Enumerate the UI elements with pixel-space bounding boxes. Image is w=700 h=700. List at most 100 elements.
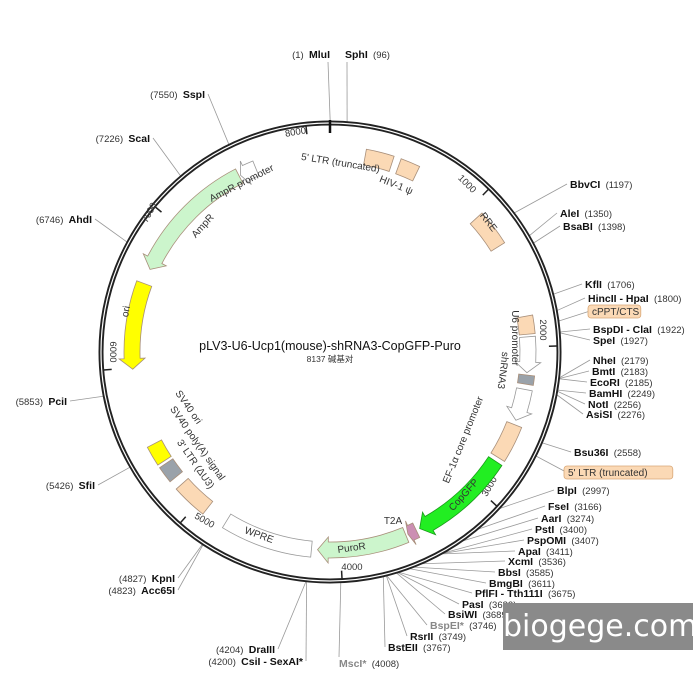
enzyme-name: Acc65I — [141, 585, 175, 597]
enzyme-site-pcii[interactable]: (5853) PciI — [16, 396, 68, 408]
enzyme-site-msci[interactable]: MscI* (4008) — [339, 658, 399, 670]
enzyme-leader-line — [557, 297, 586, 311]
feature-ef-1-core-promoter[interactable] — [505, 387, 533, 421]
feature-sv40-ori[interactable] — [159, 458, 184, 483]
feature-u6-promoter[interactable] — [513, 335, 542, 374]
enzyme-site-fsei[interactable]: FseI (3166) — [548, 501, 602, 513]
enzyme-position: (3585) — [526, 568, 553, 579]
enzyme-name: KpnI — [152, 573, 175, 585]
feature-5-ltr-truncated[interactable] — [490, 421, 523, 463]
enzyme-site-acc65i[interactable]: (4823) Acc65I — [108, 585, 175, 597]
enzyme-position: (3407) — [571, 536, 598, 547]
enzyme-site-apai[interactable]: ApaI (3411) — [518, 546, 573, 558]
enzyme-leader-line — [542, 442, 572, 453]
enzyme-leader-line — [97, 466, 131, 486]
enzyme-site-bspei[interactable]: BspEI* (3746) — [430, 620, 497, 632]
enzyme-site-blpi[interactable]: BlpI (2997) — [557, 485, 610, 497]
enzyme-name: PstI — [535, 524, 554, 536]
enzyme-site-bamhi[interactable]: BamHI (2249) — [589, 388, 655, 400]
enzyme-leader-line — [305, 581, 307, 662]
feature-ampr[interactable] — [142, 168, 244, 270]
feature-copgfp[interactable] — [419, 456, 503, 536]
tick-mark — [179, 516, 187, 524]
enzyme-site-aari[interactable]: AarI (3274) — [541, 513, 594, 525]
enzyme-site-alei[interactable]: AleI (1350) — [560, 208, 612, 220]
enzyme-leader-line — [462, 517, 539, 542]
feature-rre[interactable] — [469, 212, 506, 252]
tick-mark — [490, 500, 498, 507]
enzyme-name: BspDI - ClaI — [593, 324, 652, 336]
enzyme-name: MscI* — [339, 658, 367, 670]
enzyme-leader-line — [152, 137, 181, 177]
feature-ori[interactable] — [117, 280, 153, 370]
enzyme-name: BbvCI — [570, 179, 600, 191]
feature-puror[interactable] — [317, 527, 410, 565]
enzyme-labels: (1) MluI SphI (96) BbvCI (1197) AleI (1350)… — [16, 49, 685, 670]
enzyme-name: BbsI — [498, 567, 521, 579]
enzyme-site-ecori[interactable]: EcoRI (2185) — [590, 377, 653, 389]
enzyme-position: (1350) — [585, 209, 612, 220]
enzyme-site-spei[interactable]: SpeI (1927) — [593, 335, 648, 347]
tick-label: 2000 — [537, 319, 548, 340]
enzyme-name: SspI — [183, 89, 205, 101]
feature-5-ltr-truncated[interactable] — [363, 148, 395, 172]
enzyme-site-asisi[interactable]: AsiSI (2276) — [586, 409, 645, 421]
enzyme-site-pasi[interactable]: PasI (3682) — [462, 599, 516, 611]
enzyme-site-bbsi[interactable]: BbsI (3585) — [498, 567, 554, 579]
enzyme-position: (2276) — [618, 410, 645, 421]
feature-wpre[interactable] — [221, 513, 313, 558]
enzyme-position: (3746) — [469, 621, 496, 632]
enzyme-name: PspOMI — [527, 535, 566, 547]
feature-hiv-1[interactable] — [395, 158, 421, 182]
enzyme-site-csii-sexai[interactable]: (4200) CsiI - SexAI* — [208, 656, 304, 668]
feature-t2a[interactable] — [405, 520, 421, 545]
enzyme-site-bsteii[interactable]: BstEII (3767) — [388, 642, 451, 654]
enzyme-site-bsabi[interactable]: BsaBI (1398) — [563, 221, 626, 233]
enzyme-site-bmti[interactable]: BmtI (2183) — [592, 366, 648, 378]
feature-ampr-promoter[interactable] — [239, 160, 260, 185]
enzyme-name: ScaI — [128, 133, 150, 145]
enzyme-site-pflfi-tth111i[interactable]: PflFI - Tth111I (3675) — [475, 588, 575, 600]
boxed-feature-label[interactable]: cPPT/CTS — [592, 307, 640, 318]
boxed-feature-label[interactable]: 5' LTR (truncated) — [568, 468, 648, 479]
feature-cppt-cts[interactable] — [516, 314, 536, 336]
enzyme-leader-line — [478, 505, 546, 530]
feature-3-ltr-u3[interactable] — [175, 477, 214, 515]
enzyme-site-hincii-hpai[interactable]: HincII - HpaI (1800) — [588, 293, 681, 305]
enzyme-site-kpni[interactable]: (4827) KpnI — [119, 573, 175, 585]
enzyme-name: HincII - HpaI — [588, 293, 649, 305]
enzyme-position: (3536) — [538, 557, 565, 568]
enzyme-site-psti[interactable]: PstI (3400) — [535, 524, 587, 536]
enzyme-site-pspomi[interactable]: PspOMI (3407) — [527, 535, 599, 547]
watermark: biogege.com — [503, 603, 697, 650]
boxed-label-background — [563, 465, 674, 480]
plasmid-title: pLV3-U6-Ucp1(mouse)-shRNA3-CopGFP-Puro — [199, 339, 461, 353]
enzyme-site-bspdi-clai[interactable]: BspDI - ClaI (1922) — [593, 324, 685, 336]
enzyme-leader-line — [559, 359, 591, 379]
enzyme-name: SpeI — [593, 335, 615, 347]
enzyme-site-mlui[interactable]: (1) MluI — [292, 49, 330, 61]
enzyme-site-sfii[interactable]: (5426) SfiI — [46, 480, 95, 492]
enzyme-site-noti[interactable]: NotI (2256) — [588, 399, 641, 411]
enzyme-site-sphi[interactable]: SphI (96) — [345, 49, 390, 61]
enzyme-site-scai[interactable]: (7226) ScaI — [96, 133, 150, 145]
feature-sv40-poly-a-signal[interactable] — [146, 439, 172, 466]
enzyme-site-xcmi[interactable]: XcmI (3536) — [508, 556, 566, 568]
enzyme-site-bbvci[interactable]: BbvCI (1197) — [570, 179, 632, 191]
enzyme-leader-line — [399, 572, 473, 594]
enzyme-leader-line — [559, 378, 588, 383]
feature-shrna3[interactable] — [517, 373, 536, 386]
enzyme-name: BstEII — [388, 642, 418, 654]
enzyme-name: BlpI — [557, 485, 577, 497]
enzyme-site-kfli[interactable]: KflI (1706) — [585, 279, 635, 291]
enzyme-site-ahdi[interactable]: (6746) AhdI — [36, 214, 92, 226]
tick-mark — [103, 368, 112, 371]
enzyme-site-nhei[interactable]: NheI (2179) — [593, 355, 649, 367]
enzyme-site-rsrii[interactable]: RsrII (3749) — [410, 631, 466, 643]
enzyme-site-sspi[interactable]: (7550) SspI — [150, 89, 205, 101]
enzyme-site-bsiwi[interactable]: BsiWI (3689) — [448, 609, 510, 621]
enzyme-site-bsu36i[interactable]: Bsu36I (2558) — [574, 447, 641, 459]
enzyme-name: ApaI — [518, 546, 541, 558]
enzyme-site-draiii[interactable]: (4204) DraIII — [216, 644, 275, 656]
enzyme-site-bmgbi[interactable]: BmgBI (3611) — [489, 578, 555, 590]
